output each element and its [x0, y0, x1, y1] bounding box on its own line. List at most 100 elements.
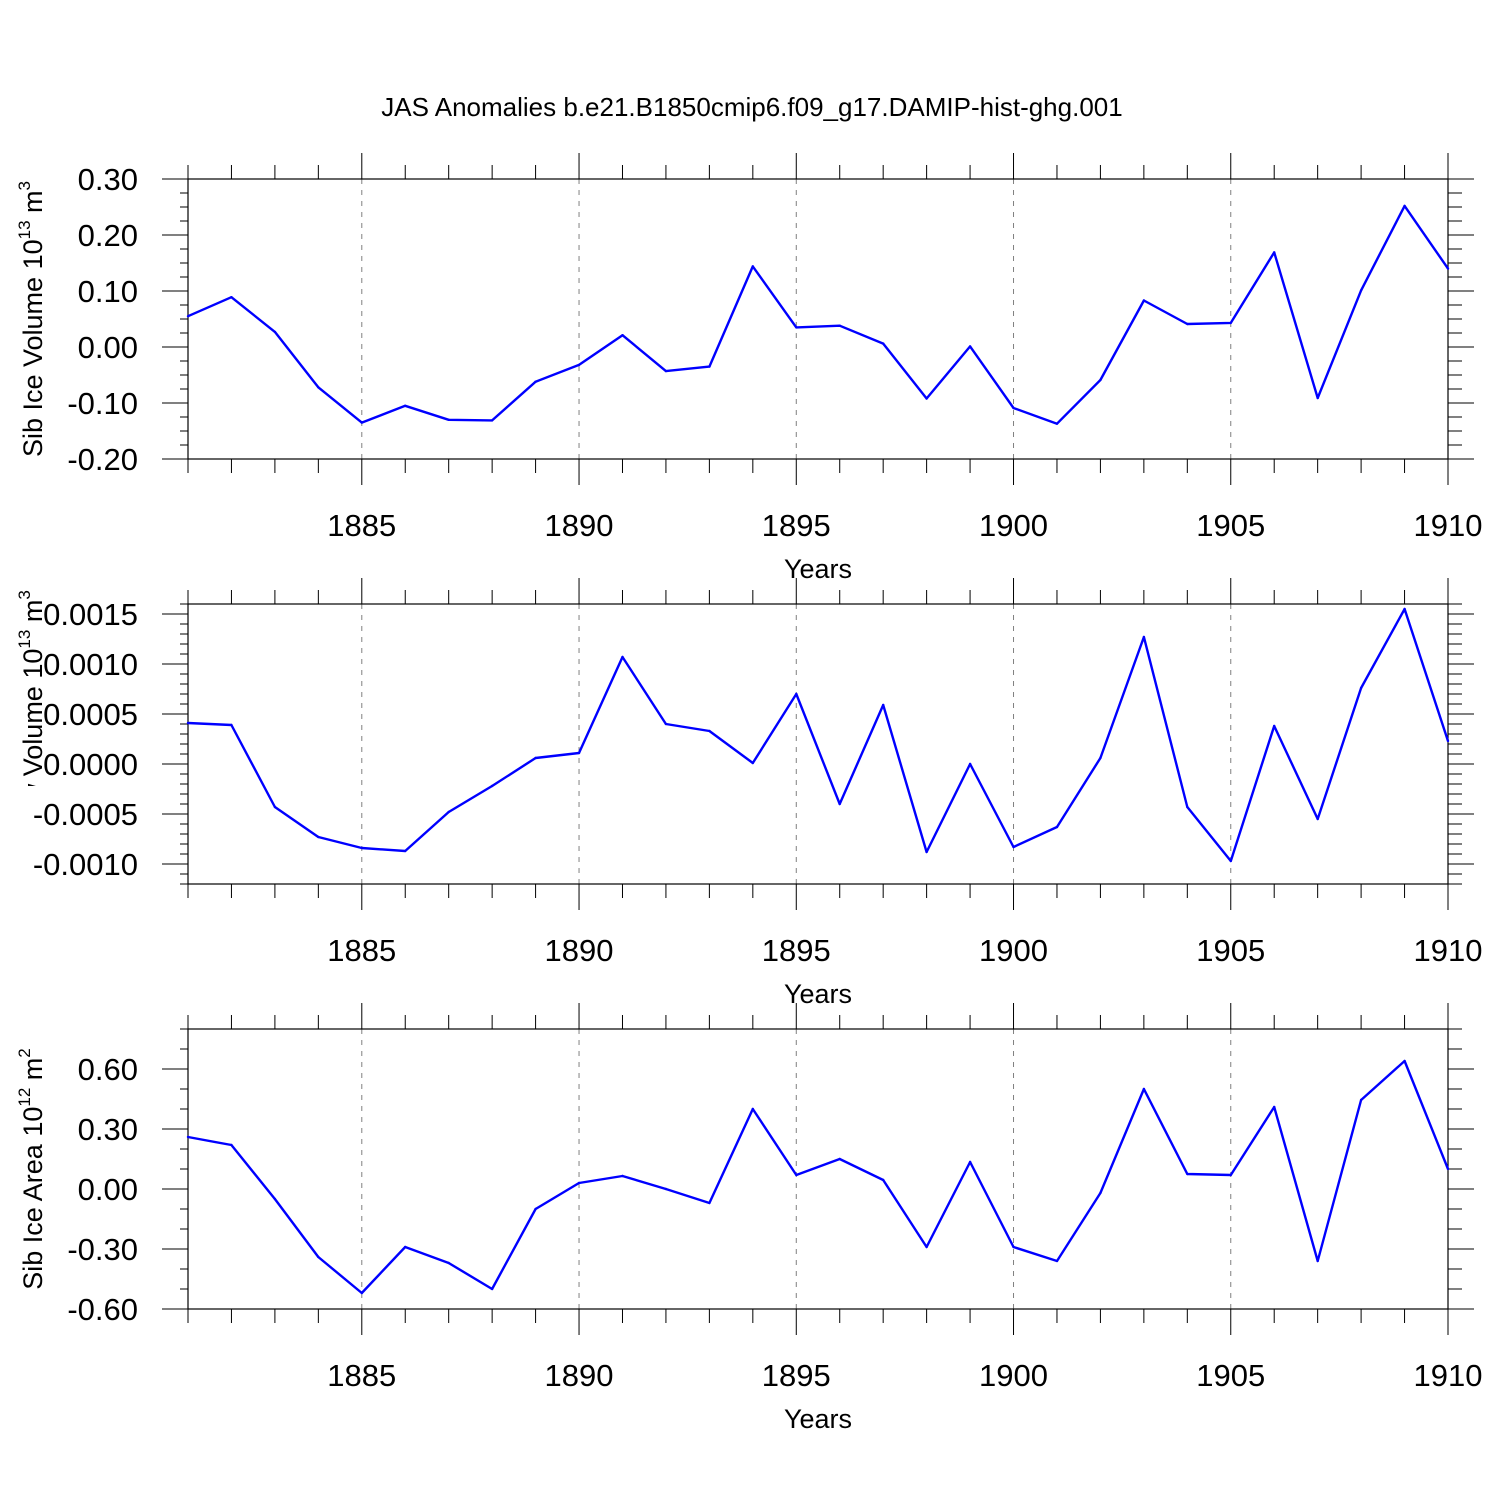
y-axis-label: Sib Ice Area 1012 m2 — [15, 1048, 48, 1290]
data-point — [1273, 251, 1276, 254]
data-point — [968, 345, 972, 348]
data-point — [1359, 1098, 1363, 1102]
x-tick-label: 1885 — [327, 1358, 396, 1393]
data-point — [1055, 1259, 1059, 1263]
data-point — [925, 397, 928, 400]
y-axis-label-unit-exponent: 2 — [15, 1048, 34, 1057]
data-point — [1403, 607, 1406, 611]
data-point — [447, 1261, 450, 1265]
y-axis-label-space — [18, 1080, 48, 1088]
data-point — [1055, 422, 1059, 425]
data-point — [925, 1245, 928, 1249]
y-axis-label: Sib Ice Volume 1013 m3 — [15, 181, 48, 457]
data-point — [1099, 756, 1102, 760]
y-tick-label: 0.10 — [78, 274, 138, 309]
x-tick-label: 1890 — [545, 508, 614, 543]
x-tick-label: 1905 — [1196, 933, 1265, 968]
data-point — [664, 1187, 668, 1191]
panel-1: 0.30 0.20 0.10 0.00 -0.10 -0.20 1885 1890 1895 19… — [15, 153, 1482, 584]
y-axis-label-text: Sib Snow Volume — [18, 686, 48, 898]
data-point — [882, 1178, 885, 1182]
x-tick-label: 1885 — [327, 508, 396, 543]
y-axis-label-space — [18, 269, 48, 277]
data-point — [404, 1245, 407, 1249]
data-point — [577, 363, 581, 367]
data-point — [1229, 321, 1233, 325]
y-tick-label: 0.0005 — [43, 697, 138, 732]
data-point — [273, 330, 277, 334]
y-axis-label-space — [18, 1137, 48, 1145]
data-point — [1446, 739, 1450, 743]
data-point — [925, 850, 928, 854]
data-point — [577, 1181, 581, 1185]
y-tick-label: 0.00 — [78, 1172, 138, 1207]
data-point — [708, 1201, 711, 1205]
y-tick-label: -0.60 — [67, 1292, 138, 1327]
y-axis-label: Sib Snow Volume 1013 m3 — [15, 590, 48, 898]
x-tick-label: 1890 — [545, 933, 614, 968]
data-point — [1099, 1191, 1102, 1195]
data-point — [795, 692, 798, 696]
y-tick-label: -0.10 — [67, 386, 138, 421]
y-tick-label: -0.0005 — [33, 797, 138, 832]
y-axis-label-base: 10 — [18, 239, 48, 269]
panels: 0.30 0.20 0.10 0.00 -0.10 -0.20 1885 1890 1895 19… — [15, 153, 1482, 1434]
series-line — [187, 607, 1450, 863]
data-point — [1012, 1245, 1015, 1249]
data-point — [186, 1135, 190, 1139]
data-point — [838, 1157, 841, 1161]
data-point — [1186, 1172, 1189, 1176]
y-tick-label: -0.20 — [67, 442, 138, 477]
data-point — [490, 1287, 494, 1291]
y-axis-label-unit: m — [18, 600, 48, 623]
y-axis-label-base: 10 — [18, 649, 48, 679]
data-point — [577, 751, 581, 755]
data-point — [273, 1197, 277, 1201]
data-point — [490, 784, 494, 788]
data-point — [186, 315, 190, 318]
y-tick-label: 0.0000 — [43, 747, 138, 782]
x-tick-label: 1910 — [1414, 933, 1483, 968]
x-tick-label: 1900 — [979, 508, 1048, 543]
data-point — [882, 703, 885, 707]
data-point — [795, 326, 798, 329]
y-tick-label: 0.20 — [78, 218, 138, 253]
y-axis-label-text: Sib Ice Area — [18, 1143, 48, 1290]
y-axis-label-space — [18, 213, 48, 221]
data-point — [404, 849, 407, 853]
data-point — [360, 421, 363, 424]
data-point — [1142, 299, 1146, 302]
x-tick-label: 1900 — [979, 1358, 1048, 1393]
data-point — [317, 386, 320, 389]
data-point — [273, 805, 277, 809]
x-tick-label: 1890 — [545, 1358, 614, 1393]
y-tick-label: 0.0015 — [43, 597, 138, 632]
y-tick-label: 0.30 — [78, 1112, 138, 1147]
y-axis-label-unit: m — [18, 190, 48, 213]
y-axis-label-base: 10 — [18, 1107, 48, 1137]
data-point — [534, 756, 537, 760]
data-point — [968, 762, 972, 766]
data-point — [230, 723, 233, 727]
plot-frame — [187, 1028, 1449, 1310]
data-point — [708, 365, 711, 368]
data-point — [838, 324, 841, 327]
x-axis-label: Years — [784, 1404, 852, 1434]
y-axis-label-exponent: 13 — [15, 630, 34, 649]
data-point — [1316, 1259, 1319, 1263]
data-point — [360, 1291, 363, 1295]
panel-3: 0.60 0.30 0.00 -0.30 -0.60 1885 1890 1895 1900 19… — [15, 1003, 1482, 1434]
y-axis-label-unit: m — [18, 1058, 48, 1081]
y-axis-label-exponent: 12 — [15, 1088, 34, 1107]
data-point — [317, 1255, 320, 1259]
data-point — [795, 1173, 798, 1177]
data-point — [1273, 1105, 1276, 1109]
data-point — [1273, 724, 1276, 728]
data-point — [1099, 378, 1102, 382]
data-point — [1316, 396, 1319, 400]
data-point — [621, 1174, 624, 1178]
data-point — [838, 802, 841, 806]
y-tick-label: 0.00 — [78, 330, 138, 365]
y-axis-label-text: Sib Ice Volume — [18, 277, 48, 457]
